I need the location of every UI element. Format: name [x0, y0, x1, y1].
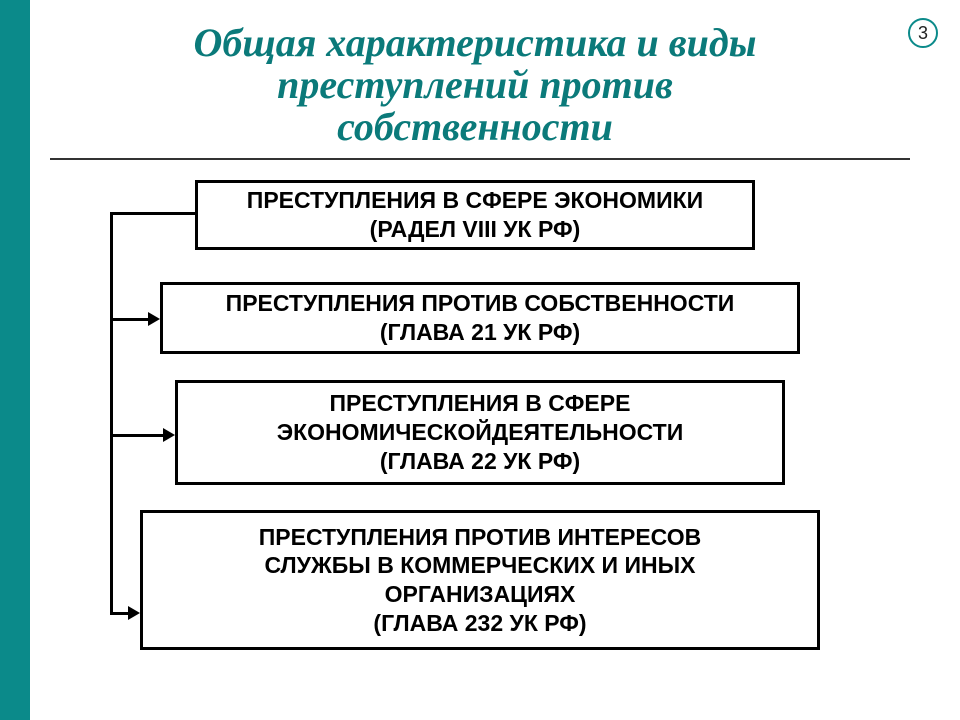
connector-h-ch232: [110, 612, 130, 615]
node-ch22: ПРЕСТУПЛЕНИЯ В СФЕРЕЭКОНОМИЧЕСКОЙДЕЯТЕЛЬ…: [175, 380, 785, 485]
arrowhead-ch21: [148, 312, 160, 326]
node-ch21: ПРЕСТУПЛЕНИЯ ПРОТИВ СОБСТВЕННОСТИ(ГЛАВА …: [160, 282, 800, 354]
node-root: ПРЕСТУПЛЕНИЯ В СФЕРЕ ЭКОНОМИКИ(РАДЕЛ VII…: [195, 180, 755, 250]
left-accent-bar: [0, 0, 30, 720]
title-line-1: Общая характеристика и виды: [60, 22, 890, 64]
connector-h-ch22: [110, 434, 165, 437]
node-text-line: ПРЕСТУПЛЕНИЯ В СФЕРЕ: [330, 389, 631, 418]
node-text-line: (ГЛАВА 232 УК РФ): [373, 609, 586, 638]
title-line-2: преступлений против: [60, 64, 890, 106]
connector-h-ch21: [110, 318, 150, 321]
arrowhead-ch232: [128, 606, 140, 620]
node-text-line: (РАДЕЛ VIII УК РФ): [370, 215, 581, 244]
title-divider: [50, 158, 910, 160]
node-text-line: ОРГАНИЗАЦИЯХ: [385, 580, 576, 609]
connector-trunk: [110, 212, 113, 614]
node-text-line: ПРЕСТУПЛЕНИЯ В СФЕРЕ ЭКОНОМИКИ: [247, 186, 703, 215]
slide-title: Общая характеристика и виды преступлений…: [60, 22, 890, 148]
node-text-line: СЛУЖБЫ В КОММЕРЧЕСКИХ И ИНЫХ: [265, 551, 696, 580]
arrowhead-ch22: [163, 428, 175, 442]
node-text-line: ПРЕСТУПЛЕНИЯ ПРОТИВ ИНТЕРЕСОВ: [259, 523, 701, 552]
page-number-badge: 3: [908, 18, 938, 48]
node-text-line: (ГЛАВА 21 УК РФ): [380, 318, 580, 347]
connector-h-root: [110, 212, 195, 215]
title-line-3: собственности: [60, 106, 890, 148]
page-number: 3: [918, 23, 928, 44]
node-ch232: ПРЕСТУПЛЕНИЯ ПРОТИВ ИНТЕРЕСОВСЛУЖБЫ В КО…: [140, 510, 820, 650]
node-text-line: ПРЕСТУПЛЕНИЯ ПРОТИВ СОБСТВЕННОСТИ: [226, 289, 735, 318]
node-text-line: ЭКОНОМИЧЕСКОЙДЕЯТЕЛЬНОСТИ: [277, 418, 684, 447]
node-text-line: (ГЛАВА 22 УК РФ): [380, 447, 580, 476]
